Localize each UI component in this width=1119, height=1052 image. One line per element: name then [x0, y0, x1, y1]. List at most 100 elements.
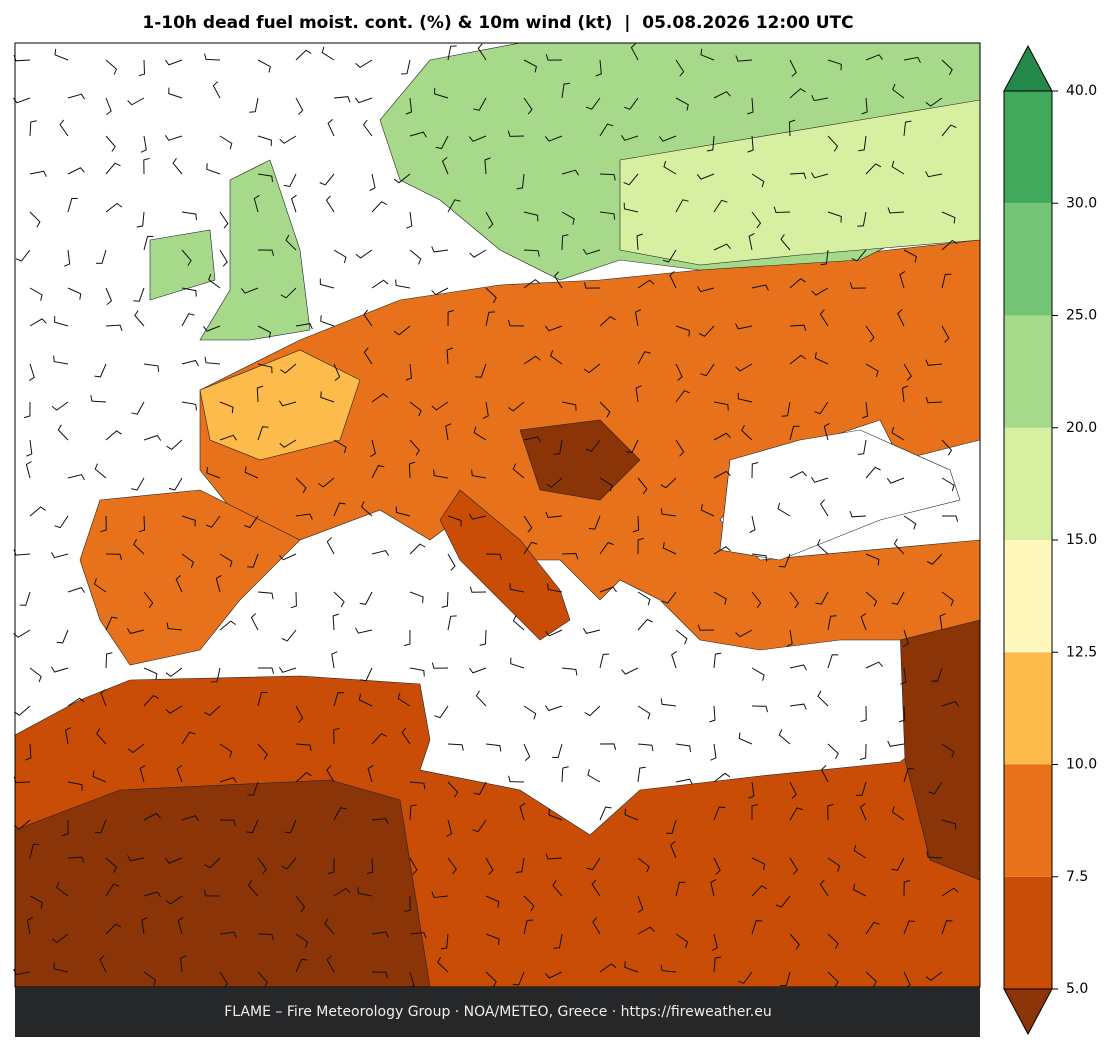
wind-barb	[903, 515, 917, 530]
wind-barb	[713, 199, 728, 213]
colorbar-tick-label: 15.0	[1066, 532, 1097, 548]
wind-barb	[409, 131, 427, 138]
east-plain	[619, 99, 980, 266]
wind-barb	[941, 743, 955, 758]
wind-barb	[827, 654, 839, 669]
wind-barb	[599, 542, 614, 555]
wind-barb	[29, 287, 43, 301]
wind-barb	[814, 352, 829, 365]
wind-barb	[941, 273, 952, 289]
wind-barb	[219, 620, 236, 631]
wind-barb	[257, 743, 268, 760]
wind-barb	[737, 971, 753, 984]
wind-barb	[181, 211, 197, 221]
wind-barb	[893, 538, 905, 555]
wind-barb	[737, 392, 753, 403]
wind-barb	[320, 391, 335, 403]
wind-barb	[926, 553, 943, 565]
wind-barb	[561, 169, 580, 176]
wind-barb	[204, 705, 221, 717]
wind-barb	[942, 515, 959, 522]
wind-barb	[789, 278, 806, 289]
wind-barb	[409, 857, 418, 875]
wind-barb	[280, 287, 297, 299]
wind-barb	[660, 964, 677, 973]
wind-barb	[675, 199, 689, 213]
wind-barb	[485, 553, 502, 561]
wind-barb	[447, 857, 457, 875]
colorbar-tick-label: 10.0	[1066, 757, 1097, 773]
wind-barb	[105, 616, 118, 631]
wind-barb	[637, 351, 651, 365]
wind-barb	[661, 591, 677, 604]
wind-barb	[735, 55, 753, 62]
wind-barb	[295, 958, 308, 973]
wind-barb	[435, 135, 449, 150]
wind-barb	[865, 466, 881, 479]
wind-barb	[711, 933, 718, 951]
wind-barb	[941, 920, 953, 935]
wind-barb	[395, 506, 411, 517]
wind-barb	[29, 120, 37, 137]
wind-barb	[523, 211, 539, 222]
wind-barb	[434, 87, 449, 99]
wind-barb	[675, 59, 685, 77]
wind-barb	[26, 917, 34, 935]
wind-barb	[509, 583, 525, 593]
wind-barb	[523, 743, 531, 761]
wind-barb	[212, 81, 221, 99]
colorbar-band	[1004, 540, 1052, 653]
wind-barb	[326, 955, 335, 973]
wind-barb	[827, 211, 842, 223]
wind-barb	[320, 315, 335, 327]
wind-barb	[99, 955, 107, 973]
wind-barb	[447, 553, 456, 571]
wind-barb	[549, 350, 563, 365]
wind-barb	[57, 424, 69, 441]
wind-barb	[925, 396, 943, 404]
wind-barb	[599, 315, 616, 327]
wind-barb	[409, 249, 422, 265]
iberia	[79, 489, 301, 666]
wind-barb	[599, 653, 610, 669]
wind-barb	[176, 764, 183, 783]
wind-barb	[181, 815, 200, 821]
wind-barb	[475, 363, 487, 378]
wind-barb	[94, 363, 107, 378]
wind-barb	[903, 120, 912, 137]
wind-barb	[544, 135, 563, 142]
wind-barb	[751, 803, 758, 820]
wind-barb	[26, 439, 33, 457]
wind-barb	[592, 917, 601, 935]
wind-barb	[591, 879, 601, 897]
wind-barb	[669, 841, 677, 859]
wind-barb	[219, 434, 238, 441]
wind-barb	[278, 667, 297, 673]
wind-barb	[139, 764, 146, 783]
france-north	[199, 349, 361, 461]
wind-barb	[637, 743, 654, 752]
wind-barb	[925, 971, 943, 982]
map	[12, 42, 981, 990]
wind-barb	[290, 194, 297, 213]
wind-barb	[903, 56, 921, 64]
wind-barb	[25, 461, 32, 479]
wind-barb	[219, 211, 229, 229]
wind-barb	[105, 553, 122, 561]
wind-barb	[713, 546, 731, 555]
wind-barb	[709, 705, 716, 723]
wind-barb	[54, 48, 69, 61]
wind-barb	[545, 54, 563, 61]
wind-barb	[249, 97, 259, 113]
wind-barb	[90, 395, 107, 403]
wind-barb	[817, 690, 829, 707]
wind-barb	[789, 470, 807, 479]
colorbar-over-arrow	[1003, 44, 1053, 92]
colorbar-band	[1004, 315, 1052, 428]
wind-barb	[333, 887, 351, 897]
wind-barb	[623, 202, 639, 213]
wind-barb	[485, 895, 500, 908]
wind-barb	[510, 657, 525, 669]
wind-barb	[713, 243, 731, 251]
